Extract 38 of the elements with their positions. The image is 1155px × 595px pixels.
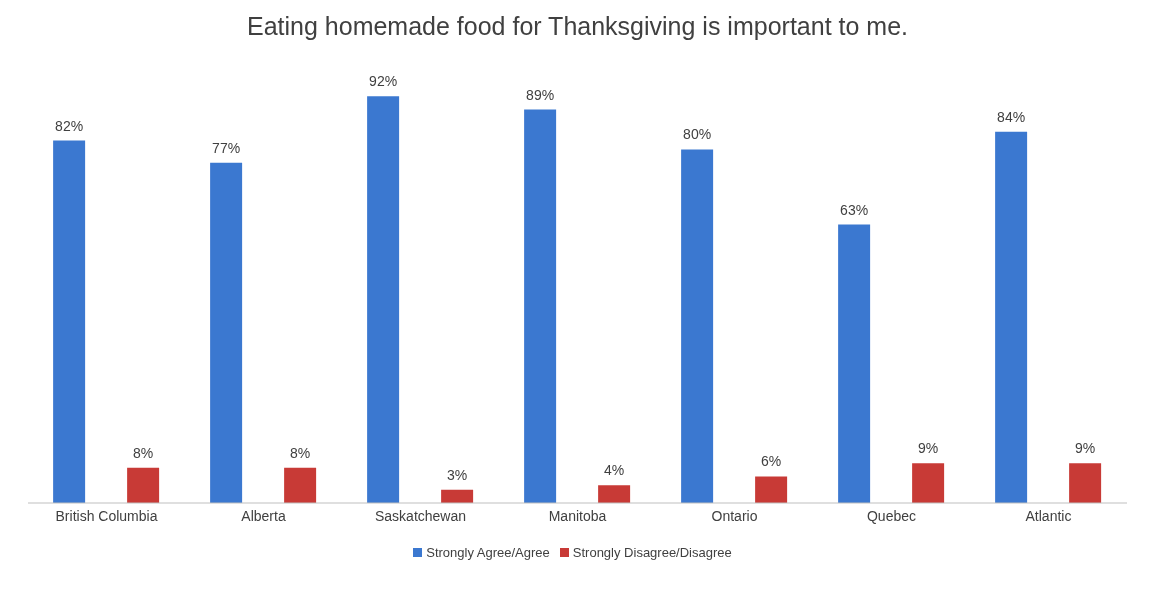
bar — [1069, 463, 1102, 503]
bar — [838, 224, 871, 503]
x-tick-label: Ontario — [711, 507, 758, 524]
x-tick-label: Alberta — [241, 507, 286, 524]
data-label: 82% — [55, 117, 84, 134]
data-label: 89% — [526, 86, 555, 103]
x-tick-label: Atlantic — [1025, 507, 1072, 524]
bar — [441, 489, 474, 503]
x-tick-label: British Columbia — [55, 507, 158, 524]
data-label: 9% — [1075, 440, 1096, 457]
bar — [681, 149, 714, 503]
legend-label: Strongly Disagree/Disagree — [572, 545, 732, 560]
bar — [598, 485, 631, 503]
bar — [53, 140, 86, 503]
bar — [995, 131, 1028, 503]
data-label: 3% — [447, 466, 468, 483]
data-label: 77% — [212, 139, 241, 156]
data-label: 63% — [840, 201, 869, 218]
data-label: 92% — [369, 73, 398, 90]
x-tick-label: Saskatchewan — [374, 507, 467, 524]
bar — [127, 467, 160, 503]
data-label: 84% — [997, 108, 1026, 125]
bar — [912, 463, 945, 503]
x-tick-label: Manitoba — [548, 507, 607, 524]
data-label: 80% — [683, 126, 712, 143]
chart-title: Eating homemade food for Thanksgiving is important to me. — [246, 12, 909, 41]
data-label: 9% — [918, 440, 939, 457]
data-label: 8% — [133, 444, 154, 461]
data-label: 6% — [761, 453, 782, 470]
bar — [210, 162, 243, 503]
data-label: 8% — [290, 444, 311, 461]
x-tick-label: Quebec — [866, 507, 917, 524]
bar — [755, 476, 788, 503]
data-label: 4% — [604, 462, 625, 479]
bar — [367, 96, 400, 503]
legend-label: Strongly Agree/Agree — [426, 545, 550, 560]
bar — [524, 109, 557, 503]
bar — [284, 467, 317, 503]
